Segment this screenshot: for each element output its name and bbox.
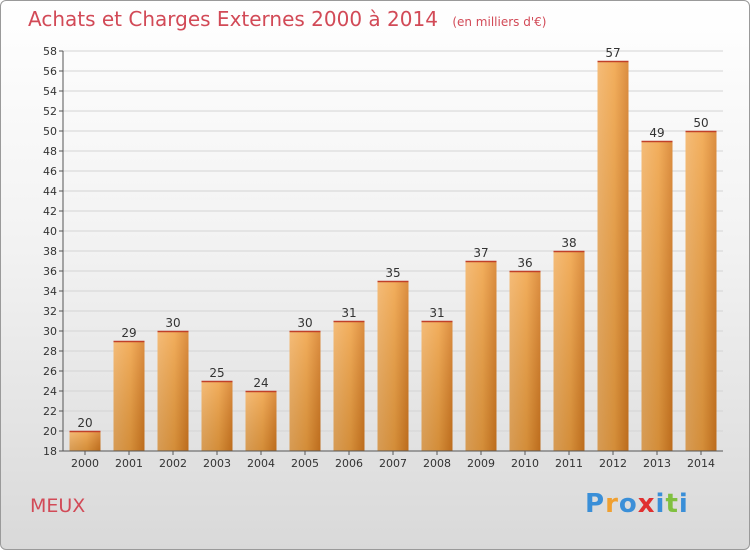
x-tick-label: 2000 <box>71 457 99 470</box>
x-tick-label: 2010 <box>511 457 539 470</box>
bar-shade-2008 <box>421 321 453 451</box>
bar-shade-2002 <box>157 331 189 451</box>
y-tick-label: 40 <box>43 225 57 238</box>
y-tick-label: 56 <box>43 65 57 78</box>
data-label: 25 <box>209 366 224 380</box>
y-tick-label: 48 <box>43 145 57 158</box>
data-label: 57 <box>605 46 620 60</box>
y-tick-label: 54 <box>43 85 57 98</box>
bar-shade-2006 <box>333 321 365 451</box>
logo-letter: i <box>678 489 689 519</box>
y-tick-label: 18 <box>43 445 57 458</box>
y-tick-label: 38 <box>43 245 57 258</box>
logo-letter: r <box>605 489 619 519</box>
data-label: 31 <box>341 306 356 320</box>
bars: 20 29 30 25 24 30 31 35 31 37 36 38 57 49 50 <box>69 46 717 451</box>
y-tick-label: 30 <box>43 325 57 338</box>
y-tick-label: 22 <box>43 405 57 418</box>
data-label: 30 <box>165 316 180 330</box>
y-tick-label: 58 <box>43 45 57 58</box>
bar-shade-2001 <box>113 341 145 451</box>
logo-letter: P <box>585 489 606 519</box>
x-tick-label: 2004 <box>247 457 275 470</box>
proxiti-logo[interactable]: Proxiti <box>585 489 689 519</box>
data-label: 24 <box>253 376 268 390</box>
x-tick-label: 2007 <box>379 457 407 470</box>
data-label: 35 <box>385 266 400 280</box>
data-label: 50 <box>693 116 708 130</box>
y-tick-label: 24 <box>43 385 57 398</box>
chart-title: Achats et Charges Externes 2000 à 2014 <box>28 7 438 31</box>
data-label: 20 <box>77 416 92 430</box>
x-axis: 2000 2001 2002 2003 2004 2005 2006 2007 2008 2009… <box>63 450 723 470</box>
x-tick-label: 2006 <box>335 457 363 470</box>
bar-shade-2011 <box>553 251 585 451</box>
y-tick-label: 34 <box>43 285 57 298</box>
commune-name: MEUX <box>30 495 86 517</box>
logo-letter: o <box>618 489 638 519</box>
data-label: 38 <box>561 236 576 250</box>
x-tick-label: 2005 <box>291 457 319 470</box>
x-tick-label: 2012 <box>599 457 627 470</box>
data-label: 30 <box>297 316 312 330</box>
x-tick-label: 2009 <box>467 457 495 470</box>
bar-shade-2005 <box>289 331 321 451</box>
data-label: 37 <box>473 246 488 260</box>
bar-shade-2003 <box>201 381 233 451</box>
x-tick-label: 2002 <box>159 457 187 470</box>
bar-shade-2004 <box>245 391 277 451</box>
x-tick-label: 2013 <box>643 457 671 470</box>
y-tick-label: 36 <box>43 265 57 278</box>
x-tick-label: 2001 <box>115 457 143 470</box>
x-tick-label: 2014 <box>687 457 715 470</box>
y-tick-label: 46 <box>43 165 57 178</box>
chart-subtitle: (en milliers d'€) <box>452 15 547 29</box>
bar-shade-2010 <box>509 271 541 451</box>
data-label: 31 <box>429 306 444 320</box>
bar-shade-2000 <box>69 431 101 451</box>
logo-letter: t <box>665 489 679 519</box>
y-tick-label: 52 <box>43 105 57 118</box>
logo-letter: x <box>637 489 656 519</box>
data-label: 36 <box>517 256 532 270</box>
logo-letter: i <box>655 489 666 519</box>
bar-shade-2014 <box>685 131 717 451</box>
y-tick-label: 44 <box>43 185 57 198</box>
y-tick-label: 26 <box>43 365 57 378</box>
bar-shade-2009 <box>465 261 497 451</box>
bar-shade-2007 <box>377 281 409 451</box>
y-tick-label: 50 <box>43 125 57 138</box>
y-tick-label: 42 <box>43 205 57 218</box>
chart-title-block: Achats et Charges Externes 2000 à 2014 (… <box>28 7 546 31</box>
y-tick-label: 20 <box>43 425 57 438</box>
y-axis: 18 20 22 24 26 28 30 32 34 36 38 40 42 44 46 48 50 52 54 56… <box>43 45 64 458</box>
data-label: 49 <box>649 126 664 140</box>
x-tick-label: 2011 <box>555 457 583 470</box>
y-tick-label: 28 <box>43 345 57 358</box>
bar-shade-2013 <box>641 141 673 451</box>
x-tick-label: 2003 <box>203 457 231 470</box>
x-tick-label: 2008 <box>423 457 451 470</box>
y-tick-label: 32 <box>43 305 57 318</box>
data-label: 29 <box>121 326 136 340</box>
bar-shade-2012 <box>597 61 629 451</box>
